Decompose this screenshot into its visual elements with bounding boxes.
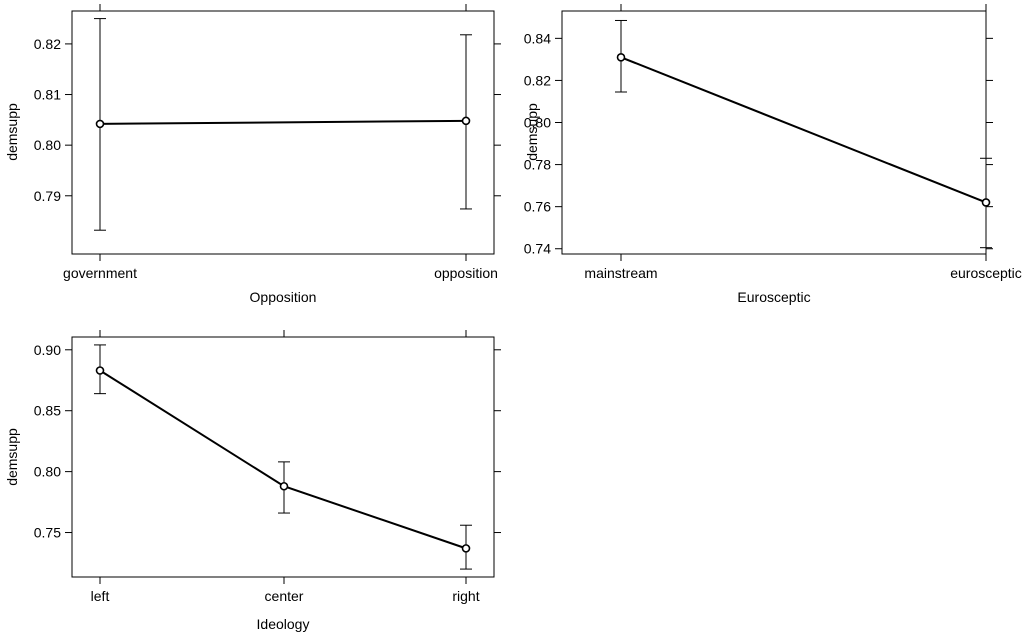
data-point [461, 116, 471, 126]
x-tick-label: opposition [434, 265, 498, 281]
x-tick-label: eurosceptic [950, 265, 1022, 281]
x-tick-label: right [452, 588, 479, 604]
plot-frame [71, 10, 495, 255]
x-tick-label: mainstream [584, 265, 657, 281]
effect-line [99, 369, 467, 550]
data-marks: 0.75 0.80 0.85 0.90 left center right [34, 330, 501, 604]
y-tick-label: 0.80 [524, 115, 551, 131]
y-tick-label: 0.75 [34, 525, 61, 541]
y-tick-label: 0.82 [34, 36, 61, 52]
y-tick-label: 0.76 [524, 199, 551, 215]
data-point [981, 198, 991, 207]
panel-eurosceptic: 0.74 0.76 0.78 0.80 0.82 0.84 mainstream eurosc… [524, 4, 1022, 305]
y-tick-label: 0.80 [34, 137, 61, 153]
data-point [461, 544, 471, 553]
data-marks: 0.74 0.76 0.78 0.80 0.82 0.84 mainstream eurosc… [524, 4, 1022, 281]
y-tick-label: 0.84 [524, 30, 551, 46]
plot-frame [561, 10, 987, 255]
y-axis-label: demsupp [524, 103, 540, 161]
panel-opposition: 0.79 0.80 0.81 0.82 government opposition dem… [4, 4, 501, 305]
data-point [616, 52, 626, 62]
y-tick-label: 0.74 [524, 241, 551, 257]
y-tick-label: 0.80 [34, 464, 61, 480]
plot-frame [71, 336, 495, 578]
y-tick-label: 0.81 [34, 87, 61, 103]
effect-line [620, 56, 987, 204]
y-axis-label: demsupp [4, 428, 20, 486]
y-tick-label: 0.85 [34, 403, 61, 419]
x-tick-label: left [91, 588, 110, 604]
y-tick-label: 0.78 [524, 157, 551, 173]
data-marks: 0.79 0.80 0.81 0.82 government opposition [34, 4, 501, 281]
y-axis-label: demsupp [4, 103, 20, 161]
data-point [279, 481, 289, 491]
y-tick-label: 0.90 [34, 342, 61, 358]
y-tick-label: 0.79 [34, 188, 61, 204]
x-tick-label: government [63, 265, 137, 281]
y-tick-label: 0.82 [524, 72, 551, 88]
x-axis-label: Ideology [257, 616, 310, 632]
x-axis-label: Eurosceptic [737, 289, 810, 305]
data-point [95, 366, 105, 375]
x-axis-label: Opposition [250, 289, 317, 305]
x-tick-label: center [265, 588, 304, 604]
data-point [95, 119, 105, 129]
effect-line [99, 119, 467, 125]
